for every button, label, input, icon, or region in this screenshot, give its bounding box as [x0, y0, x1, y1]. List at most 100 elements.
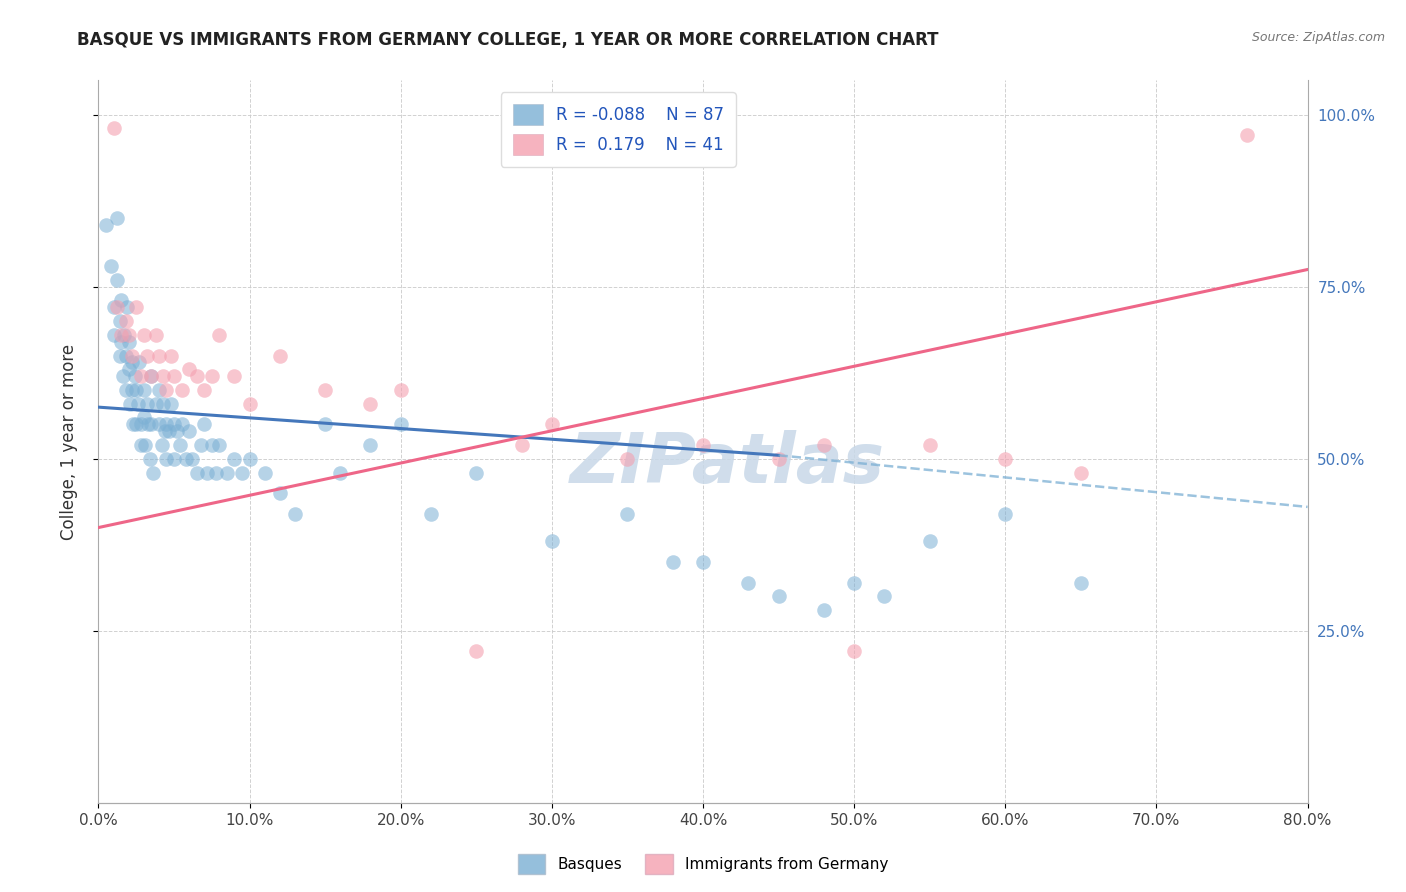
Point	[813, 603, 835, 617]
Point	[129, 369, 152, 384]
Point	[239, 451, 262, 466]
Point	[208, 327, 231, 342]
Point	[121, 355, 143, 369]
Point	[129, 417, 152, 432]
Point	[114, 314, 136, 328]
Point	[540, 417, 562, 432]
Point	[692, 438, 714, 452]
Point	[1070, 575, 1092, 590]
Point	[108, 349, 131, 363]
Point	[994, 507, 1017, 521]
Point	[169, 438, 191, 452]
Point	[420, 507, 443, 521]
Point	[918, 534, 941, 549]
Point	[616, 507, 638, 521]
Point	[768, 451, 790, 466]
Point	[155, 417, 177, 432]
Point	[134, 438, 156, 452]
Point	[314, 383, 336, 397]
Point	[1236, 128, 1258, 143]
Point	[114, 349, 136, 363]
Point	[231, 466, 253, 480]
Point	[186, 466, 208, 480]
Point	[253, 466, 276, 480]
Point	[110, 334, 132, 349]
Y-axis label: College, 1 year or more: College, 1 year or more	[59, 343, 77, 540]
Point	[159, 424, 181, 438]
Point	[239, 397, 262, 411]
Point	[94, 218, 117, 232]
Text: Source: ZipAtlas.com: Source: ZipAtlas.com	[1251, 31, 1385, 45]
Point	[148, 349, 170, 363]
Point	[111, 369, 134, 384]
Point	[110, 327, 132, 342]
Point	[170, 383, 193, 397]
Point	[108, 314, 131, 328]
Point	[224, 451, 246, 466]
Point	[163, 369, 186, 384]
Point	[127, 397, 149, 411]
Point	[918, 438, 941, 452]
Point	[112, 327, 135, 342]
Point	[174, 451, 197, 466]
Point	[692, 555, 714, 569]
Point	[148, 417, 170, 432]
Point	[103, 301, 125, 315]
Point	[160, 397, 183, 411]
Point	[118, 327, 141, 342]
Point	[153, 424, 176, 438]
Point	[465, 644, 488, 658]
Point	[122, 417, 145, 432]
Point	[329, 466, 352, 480]
Point	[201, 438, 224, 452]
Point	[193, 417, 215, 432]
Point	[105, 211, 128, 225]
Point	[105, 273, 128, 287]
Point	[510, 438, 533, 452]
Point	[844, 575, 866, 590]
Point	[124, 369, 146, 384]
Point	[224, 369, 246, 384]
Point	[145, 327, 167, 342]
Point	[163, 451, 186, 466]
Point	[135, 397, 157, 411]
Point	[163, 417, 186, 432]
Point	[125, 383, 148, 397]
Point	[813, 438, 835, 452]
Point	[145, 397, 167, 411]
Point	[129, 438, 152, 452]
Text: ZIPatlas: ZIPatlas	[569, 430, 884, 497]
Point	[215, 466, 238, 480]
Point	[314, 417, 336, 432]
Point	[125, 301, 148, 315]
Point	[152, 397, 174, 411]
Point	[181, 451, 204, 466]
Point	[141, 369, 163, 384]
Point	[128, 355, 150, 369]
Point	[141, 417, 163, 432]
Point	[269, 486, 291, 500]
Point	[121, 383, 143, 397]
Point	[208, 438, 231, 452]
Point	[114, 383, 136, 397]
Point	[360, 438, 382, 452]
Legend: Basques, Immigrants from Germany: Basques, Immigrants from Germany	[512, 848, 894, 880]
Point	[132, 383, 155, 397]
Point	[269, 349, 291, 363]
Point	[103, 327, 125, 342]
Point	[873, 590, 896, 604]
Point	[1070, 466, 1092, 480]
Point	[155, 383, 177, 397]
Point	[160, 349, 183, 363]
Point	[179, 362, 201, 376]
Point	[135, 349, 157, 363]
Point	[186, 369, 208, 384]
Point	[661, 555, 683, 569]
Point	[121, 349, 143, 363]
Point	[737, 575, 759, 590]
Point	[170, 417, 193, 432]
Point	[844, 644, 866, 658]
Point	[616, 451, 638, 466]
Point	[389, 417, 412, 432]
Point	[115, 301, 138, 315]
